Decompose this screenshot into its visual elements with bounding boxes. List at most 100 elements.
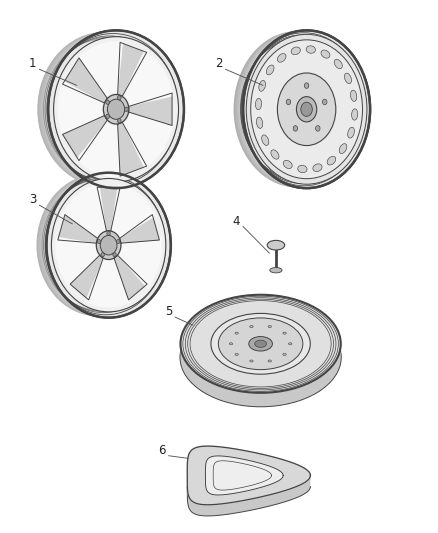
- Polygon shape: [180, 344, 341, 406]
- Ellipse shape: [289, 343, 292, 345]
- Ellipse shape: [41, 174, 162, 316]
- Ellipse shape: [46, 174, 168, 316]
- Ellipse shape: [259, 80, 265, 91]
- Ellipse shape: [261, 135, 269, 146]
- Ellipse shape: [107, 99, 125, 119]
- Polygon shape: [111, 187, 120, 231]
- Ellipse shape: [43, 174, 166, 316]
- Polygon shape: [114, 258, 128, 300]
- Ellipse shape: [348, 127, 354, 138]
- Ellipse shape: [291, 47, 300, 55]
- Polygon shape: [187, 475, 311, 516]
- Ellipse shape: [219, 318, 303, 369]
- Polygon shape: [70, 255, 103, 300]
- Text: 2: 2: [215, 58, 223, 70]
- Ellipse shape: [306, 46, 315, 53]
- Polygon shape: [118, 124, 120, 176]
- Text: 5: 5: [165, 305, 172, 318]
- Polygon shape: [205, 456, 283, 495]
- Ellipse shape: [270, 268, 282, 273]
- Ellipse shape: [293, 126, 298, 131]
- Ellipse shape: [344, 73, 352, 84]
- Polygon shape: [129, 93, 172, 125]
- Polygon shape: [97, 187, 120, 231]
- Ellipse shape: [350, 90, 357, 101]
- Ellipse shape: [243, 30, 370, 188]
- Ellipse shape: [266, 65, 274, 75]
- Polygon shape: [120, 215, 159, 243]
- Ellipse shape: [267, 240, 285, 250]
- Polygon shape: [61, 184, 106, 238]
- Ellipse shape: [304, 83, 309, 88]
- Ellipse shape: [268, 360, 272, 362]
- Ellipse shape: [235, 332, 238, 334]
- Polygon shape: [55, 237, 99, 288]
- Ellipse shape: [100, 236, 117, 255]
- Ellipse shape: [246, 34, 367, 184]
- Polygon shape: [187, 446, 311, 505]
- Ellipse shape: [124, 107, 128, 111]
- Ellipse shape: [117, 95, 121, 100]
- Text: 1: 1: [29, 58, 37, 70]
- Ellipse shape: [45, 32, 178, 187]
- Polygon shape: [76, 42, 123, 97]
- Ellipse shape: [240, 31, 366, 188]
- Text: 6: 6: [158, 444, 166, 457]
- Text: 3: 3: [29, 193, 36, 206]
- Polygon shape: [129, 112, 172, 125]
- Polygon shape: [58, 215, 98, 243]
- Ellipse shape: [117, 118, 121, 123]
- Ellipse shape: [249, 336, 272, 351]
- Ellipse shape: [48, 32, 181, 187]
- Polygon shape: [118, 237, 162, 288]
- Polygon shape: [121, 240, 159, 243]
- Ellipse shape: [36, 174, 159, 316]
- Ellipse shape: [43, 32, 177, 187]
- Ellipse shape: [339, 144, 347, 154]
- Ellipse shape: [322, 99, 327, 104]
- Polygon shape: [79, 58, 107, 98]
- Ellipse shape: [117, 239, 120, 244]
- Ellipse shape: [297, 96, 317, 122]
- Ellipse shape: [277, 73, 336, 146]
- Ellipse shape: [268, 326, 272, 328]
- Ellipse shape: [53, 37, 179, 182]
- Ellipse shape: [298, 165, 307, 173]
- Polygon shape: [122, 52, 147, 96]
- Ellipse shape: [235, 353, 238, 356]
- Polygon shape: [123, 50, 173, 106]
- Ellipse shape: [180, 308, 341, 406]
- Polygon shape: [114, 255, 147, 300]
- Ellipse shape: [113, 253, 116, 257]
- Ellipse shape: [277, 53, 286, 62]
- Ellipse shape: [242, 31, 368, 188]
- Polygon shape: [63, 58, 107, 103]
- Ellipse shape: [48, 30, 184, 188]
- Ellipse shape: [97, 239, 101, 244]
- Ellipse shape: [334, 59, 343, 69]
- Ellipse shape: [42, 32, 175, 187]
- Ellipse shape: [51, 179, 166, 312]
- Ellipse shape: [107, 231, 110, 236]
- Ellipse shape: [40, 32, 173, 187]
- Polygon shape: [111, 184, 156, 238]
- Ellipse shape: [42, 174, 164, 316]
- Polygon shape: [63, 116, 107, 160]
- Ellipse shape: [239, 31, 364, 188]
- Ellipse shape: [313, 164, 322, 172]
- Polygon shape: [65, 215, 98, 238]
- Polygon shape: [63, 116, 104, 134]
- Ellipse shape: [250, 326, 253, 328]
- Polygon shape: [118, 43, 147, 96]
- Polygon shape: [118, 123, 147, 176]
- Ellipse shape: [39, 32, 172, 187]
- Ellipse shape: [283, 353, 286, 356]
- Ellipse shape: [103, 94, 129, 124]
- Ellipse shape: [37, 32, 170, 187]
- Ellipse shape: [211, 313, 310, 374]
- Ellipse shape: [96, 231, 121, 260]
- Ellipse shape: [286, 99, 291, 104]
- Ellipse shape: [230, 343, 233, 345]
- Ellipse shape: [327, 156, 336, 165]
- Ellipse shape: [321, 50, 330, 58]
